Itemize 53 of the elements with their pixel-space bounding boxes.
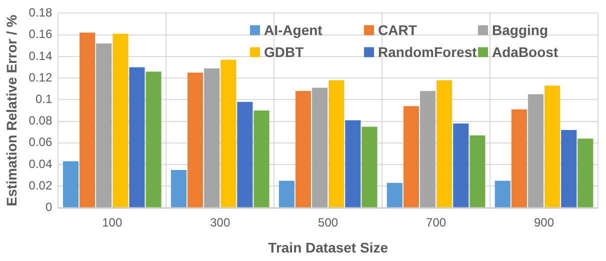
bar [146,72,162,208]
bar [578,138,594,208]
bar [345,120,361,208]
bar [312,88,328,208]
x-axis-title: Train Dataset Size [268,239,388,256]
bar [386,182,402,208]
bar [436,80,452,208]
x-tick-label: 700 [426,215,446,230]
x-tick-label: 100 [102,215,122,230]
bar [453,123,469,208]
y-tick-label: 0.04 [28,156,52,171]
y-tick-label: 0.14 [28,48,52,63]
bar [254,110,270,208]
bar [62,161,79,208]
bar [278,180,294,208]
legend-label: Bagging [492,22,548,38]
y-tick-label: 0 [45,200,52,214]
bar [170,170,186,208]
legend-label: CART [378,22,418,38]
y-tick-label: 0.12 [28,70,52,84]
bar [470,135,486,208]
legend-label: RandomForest [378,44,478,60]
y-tick-label: 0.1 [35,92,52,106]
x-tick-label: 300 [210,215,230,230]
legend-label: GDBT [264,44,304,60]
bar [544,86,560,208]
bar [187,72,204,208]
bar [220,60,236,208]
y-tick-label: 0.06 [28,135,52,150]
y-tick-label: 0.02 [28,178,52,192]
x-tick-label: 900 [534,215,554,230]
y-axis-title: Estimation Relative Error / % [3,14,20,206]
bar [494,180,510,208]
bar [528,94,544,208]
y-tick-label: 0.08 [28,114,52,128]
bar [328,80,344,208]
bar [561,130,577,208]
bar [295,91,312,208]
bar [80,32,96,208]
bar [511,109,527,208]
bar [362,126,378,208]
bar [237,102,253,208]
bar [112,34,128,208]
bar [204,68,220,208]
bar [96,43,112,208]
bar [403,106,419,208]
legend-label: AI-Agent [264,22,323,38]
legend-label: AdaBoost [492,44,558,60]
bar [420,91,436,208]
y-tick-label: 0.16 [28,27,52,42]
y-tick-label: 0.18 [28,6,52,20]
x-tick-label: 500 [318,215,338,230]
bar [129,67,145,208]
